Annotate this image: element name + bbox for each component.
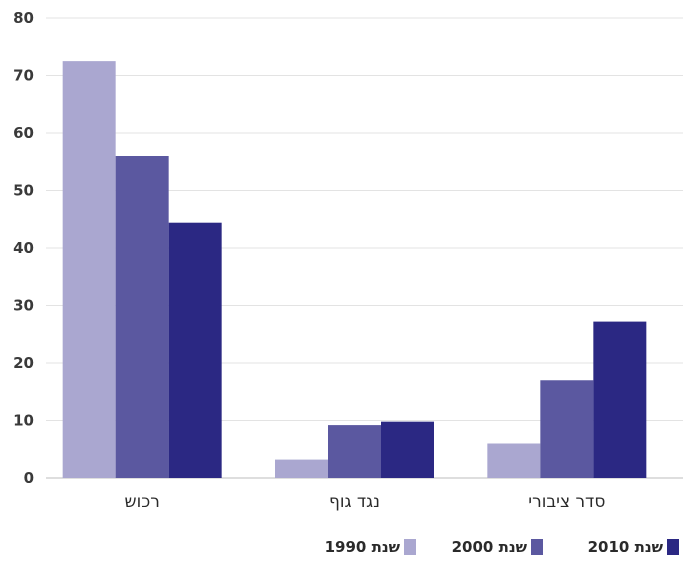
y-tick-label: 30 [13,297,34,315]
y-tick-label: 40 [13,239,34,257]
x-category-label: נגד גוף [329,492,380,512]
y-tick-label: 0 [24,469,34,487]
legend-swatch [404,539,416,555]
x-category-label: סדר ציבורי [528,492,605,512]
bar-1-0 [275,459,328,478]
bar-0-1 [540,380,594,478]
legend-item: שנת 1990 [325,538,416,556]
bar-1-1 [328,425,381,478]
legend-item: שנת 2010 [588,538,679,556]
y-tick-label: 10 [13,412,34,430]
y-tick-label: 50 [13,182,34,200]
legend-swatch [531,539,543,555]
bar-2-0 [62,61,116,478]
bar-2-1 [115,156,169,478]
legend: שנת 1990 שנת 2000 שנת 2010 [0,538,683,562]
legend-label: שנת 1990 [324,538,400,556]
bar-1-2 [381,421,434,478]
bar-0-0 [487,443,541,478]
y-tick-label: 20 [13,354,34,372]
x-category-label: רכוש [125,492,160,512]
legend-label: שנת 2010 [587,538,663,556]
y-tick-label: 70 [13,67,34,85]
bar-0-2 [593,321,647,478]
legend-label: שנת 2000 [451,538,527,556]
y-tick-label: 80 [13,9,34,27]
legend-item: שנת 2000 [452,538,543,556]
y-tick-label: 60 [13,124,34,142]
legend-swatch [667,539,679,555]
bar-2-2 [168,222,222,478]
